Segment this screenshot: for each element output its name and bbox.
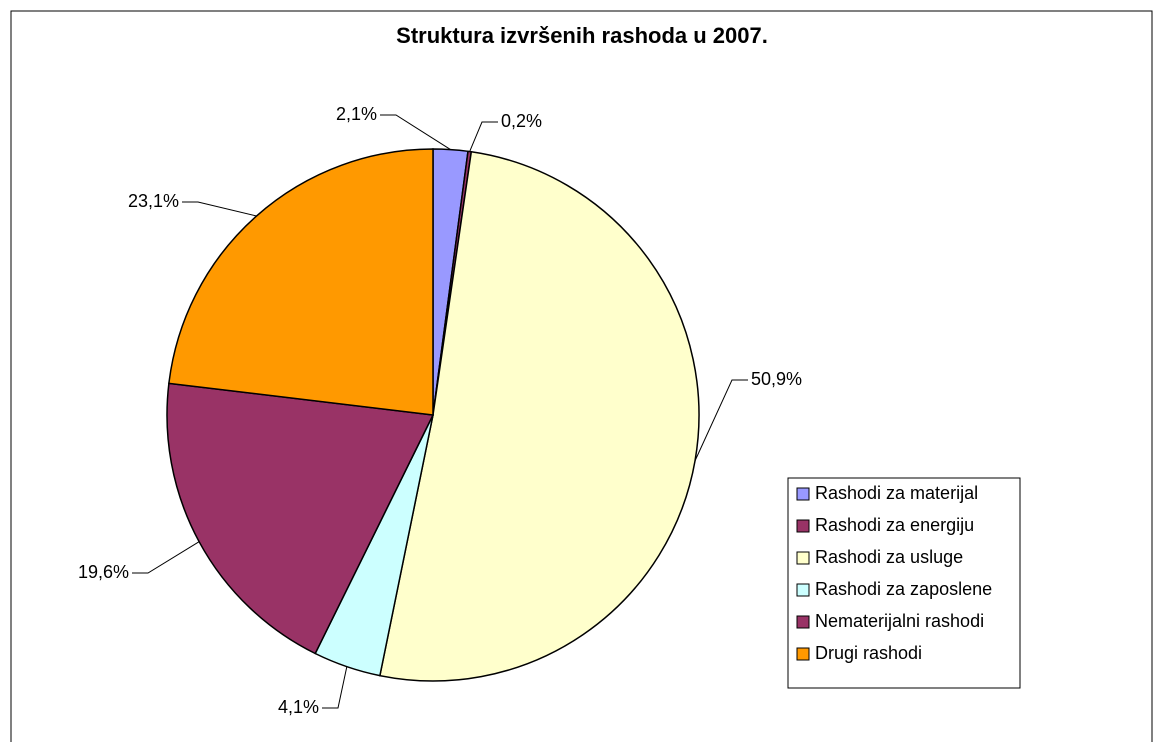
data-label: 0,2% (501, 111, 542, 131)
legend-swatch (796, 551, 810, 565)
pie-slice (166, 382, 435, 655)
pie-slice (378, 150, 700, 682)
legend-label: Rashodi za materijal (815, 483, 978, 503)
leader-line (380, 114, 451, 151)
legend-swatch (796, 615, 810, 629)
leader-line (694, 379, 748, 461)
legend-swatch (796, 519, 810, 533)
legend-box (787, 477, 1021, 689)
data-label: 4,1% (278, 697, 319, 717)
legend-label: Rashodi za energiju (815, 515, 974, 535)
legend-swatch (796, 487, 810, 501)
data-label: 19,6% (78, 562, 129, 582)
data-label: 2,1% (336, 104, 377, 124)
legend-swatch (796, 647, 810, 661)
data-label: 50,9% (751, 369, 802, 389)
chart-title: Struktura izvršenih rashoda u 2007. (396, 23, 768, 48)
pie-slice (168, 148, 434, 416)
data-label: 23,1% (128, 191, 179, 211)
legend-label: Nematerijalni rashodi (815, 611, 984, 631)
legend-label: Drugi rashodi (815, 643, 922, 663)
legend-swatch (796, 583, 810, 597)
leader-line (182, 201, 257, 217)
legend-label: Rashodi za zaposlene (815, 579, 992, 599)
leader-line (132, 541, 200, 574)
leader-line (322, 666, 348, 709)
legend-label: Rashodi za usluge (815, 547, 963, 567)
leader-line (469, 121, 498, 152)
